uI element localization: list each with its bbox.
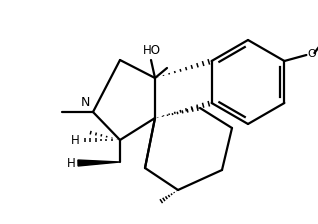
Text: H: H bbox=[71, 134, 80, 146]
Text: O: O bbox=[308, 49, 316, 59]
Polygon shape bbox=[78, 160, 120, 166]
Text: H: H bbox=[67, 157, 76, 170]
Text: N: N bbox=[81, 96, 90, 109]
Text: HO: HO bbox=[143, 44, 161, 57]
